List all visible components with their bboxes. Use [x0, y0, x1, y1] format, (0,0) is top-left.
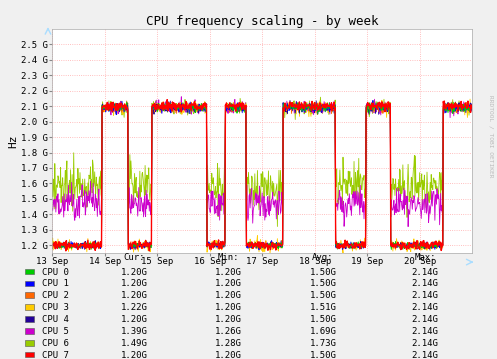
Text: Min:: Min: [218, 253, 240, 262]
Text: CPU 4: CPU 4 [42, 315, 69, 324]
Text: 1.20G: 1.20G [121, 267, 148, 277]
Text: 1.20G: 1.20G [215, 291, 242, 300]
Text: 1.51G: 1.51G [310, 303, 336, 312]
Title: CPU frequency scaling - by week: CPU frequency scaling - by week [146, 15, 378, 28]
Text: 2.14G: 2.14G [412, 339, 438, 348]
Text: 1.20G: 1.20G [121, 315, 148, 324]
Text: 1.50G: 1.50G [310, 279, 336, 289]
Text: 2.14G: 2.14G [412, 291, 438, 300]
Text: 1.28G: 1.28G [215, 339, 242, 348]
Text: CPU 6: CPU 6 [42, 339, 69, 348]
Text: CPU 3: CPU 3 [42, 303, 69, 312]
Text: 1.50G: 1.50G [310, 267, 336, 277]
Text: 1.69G: 1.69G [310, 327, 336, 336]
Text: 1.20G: 1.20G [121, 291, 148, 300]
Text: 1.49G: 1.49G [121, 339, 148, 348]
Text: 1.20G: 1.20G [215, 315, 242, 324]
Text: 2.14G: 2.14G [412, 327, 438, 336]
Text: RRDTOOL / TOBI OETIKER: RRDTOOL / TOBI OETIKER [489, 95, 494, 178]
Text: 1.20G: 1.20G [215, 267, 242, 277]
Text: Avg:: Avg: [312, 253, 334, 262]
Text: CPU 2: CPU 2 [42, 291, 69, 300]
Text: 1.50G: 1.50G [310, 350, 336, 359]
Text: 2.14G: 2.14G [412, 315, 438, 324]
Text: 1.20G: 1.20G [215, 350, 242, 359]
Text: 1.20G: 1.20G [121, 350, 148, 359]
Text: 2.14G: 2.14G [412, 279, 438, 289]
Text: 1.20G: 1.20G [121, 279, 148, 289]
Text: 2.14G: 2.14G [412, 303, 438, 312]
Text: Max:: Max: [414, 253, 436, 262]
Text: 1.22G: 1.22G [121, 303, 148, 312]
Text: 2.14G: 2.14G [412, 350, 438, 359]
Text: CPU 1: CPU 1 [42, 279, 69, 289]
Text: 2.14G: 2.14G [412, 267, 438, 277]
Text: 1.20G: 1.20G [215, 279, 242, 289]
Text: 1.20G: 1.20G [215, 303, 242, 312]
Text: 1.50G: 1.50G [310, 315, 336, 324]
Text: CPU 5: CPU 5 [42, 327, 69, 336]
Text: 1.26G: 1.26G [215, 327, 242, 336]
Y-axis label: Hz: Hz [8, 134, 18, 148]
Text: 1.50G: 1.50G [310, 291, 336, 300]
Text: CPU 0: CPU 0 [42, 267, 69, 277]
Text: CPU 7: CPU 7 [42, 350, 69, 359]
Text: 1.39G: 1.39G [121, 327, 148, 336]
Text: Cur:: Cur: [123, 253, 145, 262]
Text: 1.73G: 1.73G [310, 339, 336, 348]
